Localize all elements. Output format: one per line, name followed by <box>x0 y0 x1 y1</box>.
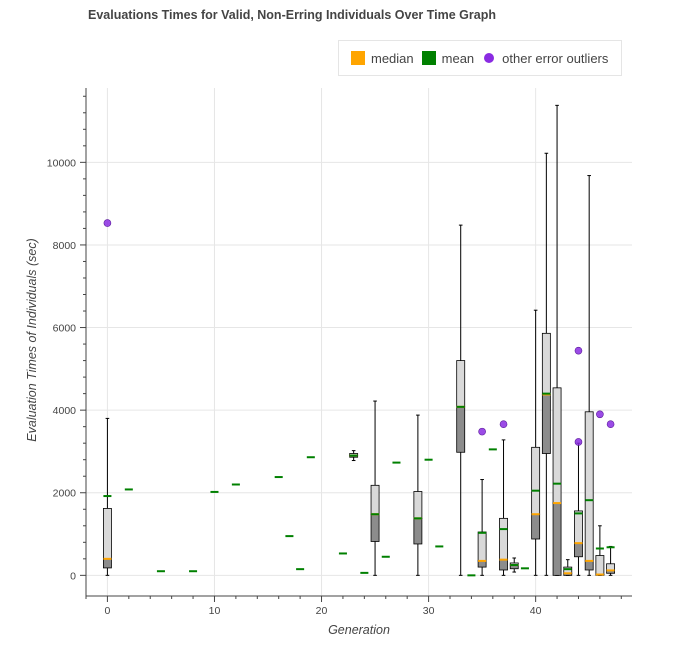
outlier-point <box>478 427 486 436</box>
y-tick-label: 10000 <box>47 157 76 169</box>
box-plot <box>541 152 551 576</box>
y-tick-label: 8000 <box>53 240 77 252</box>
x-tick-label: 20 <box>316 605 328 617</box>
x-tick-label: 40 <box>530 605 542 617</box>
box-plot <box>595 525 605 576</box>
box-plot <box>584 175 594 576</box>
box-upper <box>413 491 423 519</box>
box-plot <box>102 417 112 576</box>
box-plot <box>606 545 616 576</box>
box-upper <box>552 387 562 504</box>
box-upper <box>102 508 112 560</box>
box-lower <box>413 517 423 545</box>
outlier-dot-icon <box>484 53 495 63</box>
box-upper <box>499 517 508 561</box>
box-upper <box>595 555 605 575</box>
legend-item-mean[interactable]: mean <box>421 50 475 66</box>
box-plot <box>349 450 359 462</box>
y-axis-label: Evaluation Times of Individuals (sec) <box>25 238 39 441</box>
box-upper <box>574 510 583 544</box>
box-lower <box>531 513 541 540</box>
box-plot <box>499 439 508 576</box>
mean-swatch-icon <box>421 51 436 65</box>
box-plot <box>574 442 583 576</box>
box-plot <box>563 559 573 576</box>
box-lower <box>541 394 551 454</box>
box-upper <box>370 484 380 515</box>
data-layer <box>102 104 616 577</box>
y-tick-label: 2000 <box>53 488 77 500</box>
y-tick-label: 6000 <box>53 323 77 335</box>
outlier-point <box>574 438 583 446</box>
legend-label-mean: mean <box>441 50 475 66</box>
outlier-point <box>574 346 583 355</box>
box-plot <box>477 479 487 576</box>
grid-layer <box>86 88 632 596</box>
outlier-point <box>499 420 508 428</box>
y-tick-label: 4000 <box>53 405 77 417</box>
axes-layer: 0 10 20 30 40 0 2000 4000 6000 8000 10000 <box>47 88 632 617</box>
x-tick-label: 10 <box>209 605 221 617</box>
x-tick-label: 0 <box>104 605 110 617</box>
box-plot <box>531 309 541 576</box>
box-plot <box>370 400 380 576</box>
outlier-point <box>596 410 604 419</box>
median-swatch-icon <box>351 51 365 65</box>
box-lower <box>456 406 466 453</box>
box-upper <box>541 332 551 395</box>
y-tick-label: 0 <box>70 570 76 582</box>
outlier-point <box>606 420 615 428</box>
x-axis-label: Generation <box>328 623 390 637</box>
box-lower <box>574 542 583 558</box>
box-plot <box>509 557 519 573</box>
box-plot <box>456 224 466 576</box>
legend-label-outliers: other error outliers <box>502 50 609 66</box>
box-upper <box>531 446 541 515</box>
legend-item-outliers[interactable]: other error outliers <box>482 51 608 66</box>
x-tick-label: 30 <box>423 605 435 617</box>
box-plot <box>552 104 562 576</box>
box-lower <box>584 560 594 571</box>
box-plot <box>413 414 423 576</box>
box-upper <box>456 360 466 408</box>
legend: median mean other error outliers <box>338 40 622 76</box>
box-lower <box>370 513 380 542</box>
outlier-point <box>103 219 112 227</box>
box-lower <box>552 502 562 576</box>
box-lower <box>102 558 112 569</box>
legend-item-median[interactable]: median <box>351 51 414 66</box>
chart-title: Evaluations Times for Valid, Non-Erring … <box>88 8 496 22</box>
box-lower <box>499 559 508 571</box>
legend-label-median: median <box>371 50 414 66</box>
box-upper <box>477 531 487 562</box>
box-upper <box>584 411 594 562</box>
